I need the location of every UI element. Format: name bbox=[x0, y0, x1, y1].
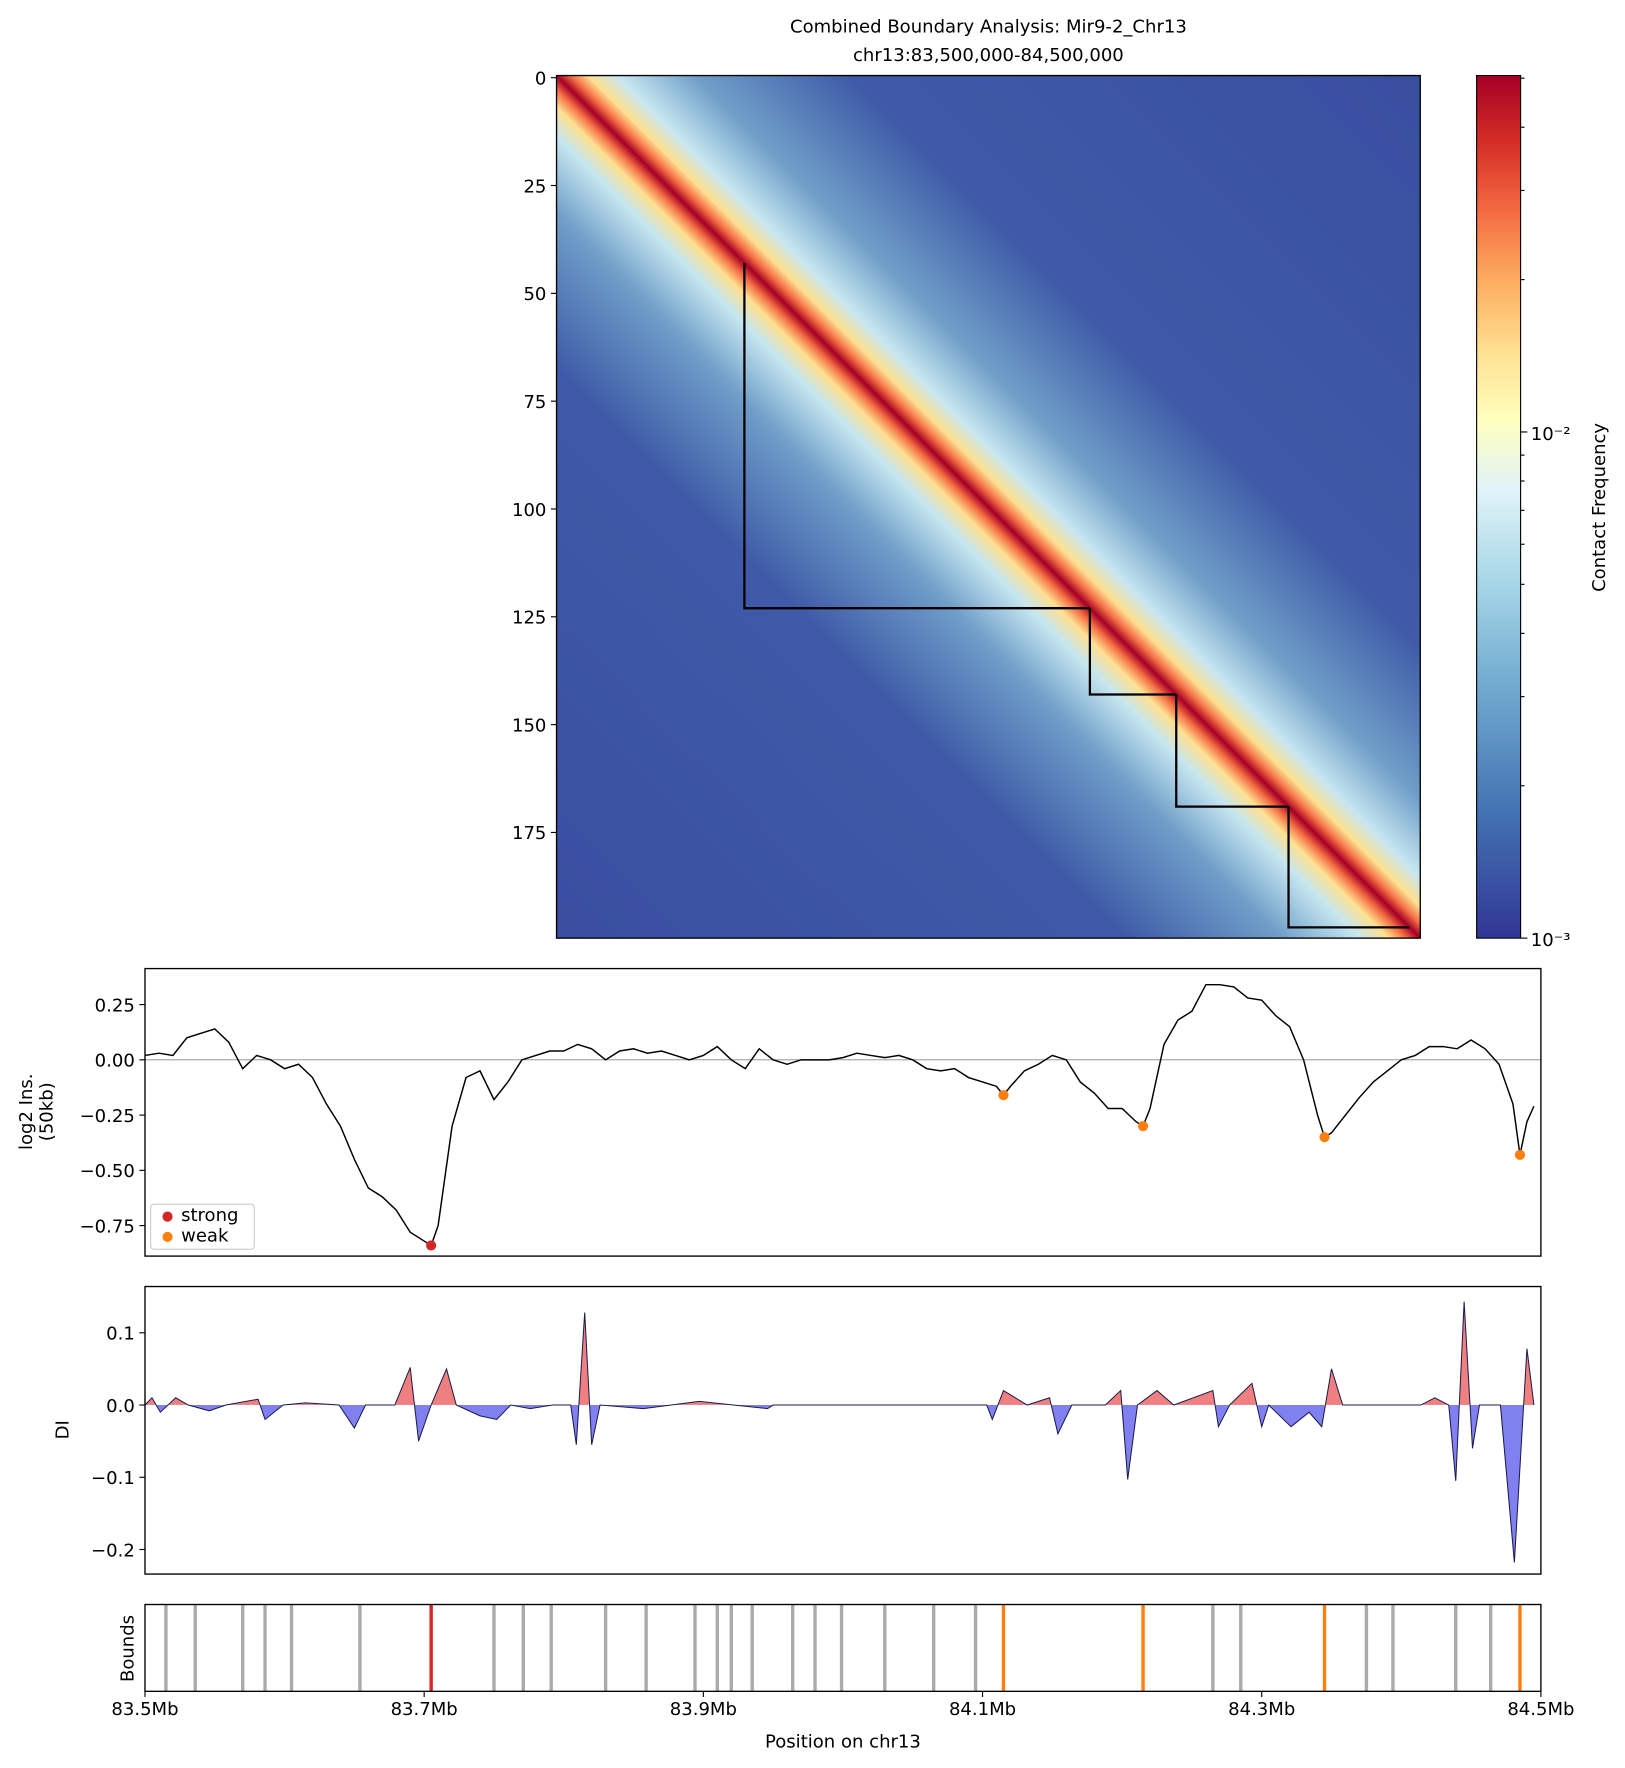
y-tick-label: 0.00 bbox=[95, 1051, 135, 1072]
y-axis-label: DI bbox=[52, 1420, 73, 1439]
boundary-marker bbox=[1319, 1132, 1330, 1143]
domain-outline bbox=[1088, 608, 1177, 696]
y-tick-label: 50 bbox=[523, 284, 546, 305]
x-tick-label: 84.5Mb bbox=[1507, 1699, 1574, 1720]
di-positive-area bbox=[145, 1301, 1534, 1405]
y-tick-label: 0 bbox=[535, 68, 546, 89]
y-tick-label: −0.2 bbox=[91, 1540, 135, 1561]
y-axis-label: (50kb) bbox=[37, 1082, 58, 1141]
y-tick-label: 150 bbox=[512, 715, 546, 736]
y-tick-label: −0.25 bbox=[80, 1106, 135, 1127]
y-tick-label: 0.25 bbox=[95, 995, 135, 1016]
boundary-marker bbox=[1137, 1121, 1149, 1132]
y-tick-label: 100 bbox=[512, 500, 546, 521]
x-tick-label: 83.5Mb bbox=[111, 1699, 178, 1720]
colorbar-label: Contact Frequency bbox=[1589, 423, 1610, 592]
y-tick-label: 75 bbox=[523, 392, 546, 413]
heatmap-image bbox=[556, 75, 1421, 939]
domain-outline bbox=[1175, 694, 1289, 808]
plot-frame bbox=[144, 1285, 1542, 1575]
domain-outline bbox=[1287, 806, 1410, 929]
insulation-line bbox=[144, 983, 1535, 1247]
legend-label: strong bbox=[181, 1205, 238, 1226]
colorbar-tick-label: 10⁻² bbox=[1531, 424, 1571, 445]
x-axis-label: Position on chr13 bbox=[765, 1732, 921, 1753]
colorbar bbox=[1476, 75, 1521, 939]
y-tick-label: 0.0 bbox=[106, 1396, 135, 1417]
x-tick-label: 84.1Mb bbox=[949, 1699, 1016, 1720]
y-axis-label: log2 Ins. bbox=[16, 1073, 37, 1150]
plot-frame bbox=[555, 74, 1421, 939]
legend-swatch bbox=[162, 1231, 173, 1242]
di-negative-area bbox=[144, 1404, 1534, 1563]
boundary-marker bbox=[998, 1090, 1009, 1101]
chart-title: Combined Boundary Analysis: Mir9-2_Chr13 bbox=[790, 17, 1187, 38]
legend-swatch bbox=[162, 1211, 173, 1222]
plot-frame bbox=[144, 967, 1542, 1257]
boundary-marker bbox=[426, 1240, 437, 1251]
plot-frame bbox=[144, 1603, 1542, 1693]
x-tick-label: 84.3Mb bbox=[1228, 1699, 1295, 1720]
chart-subtitle: chr13:83,500,000-84,500,000 bbox=[853, 45, 1124, 66]
boundary-marker bbox=[1514, 1149, 1526, 1160]
y-tick-label: −0.50 bbox=[80, 1161, 135, 1182]
colorbar-tick-label: 10⁻³ bbox=[1531, 930, 1571, 951]
y-tick-label: −0.1 bbox=[91, 1468, 135, 1489]
y-tick-label: 125 bbox=[512, 608, 546, 629]
colorbar-frame bbox=[1476, 74, 1522, 939]
y-tick-label: 175 bbox=[512, 823, 546, 844]
di-line bbox=[144, 1301, 1535, 1563]
y-tick-label: 25 bbox=[523, 176, 546, 197]
y-axis-label: Bounds bbox=[118, 1615, 139, 1682]
domain-outline bbox=[743, 263, 1090, 610]
legend-label: weak bbox=[181, 1225, 229, 1246]
legend-box bbox=[150, 1203, 255, 1250]
x-tick-label: 83.9Mb bbox=[670, 1699, 737, 1720]
x-tick-label: 83.7Mb bbox=[391, 1699, 458, 1720]
y-tick-label: −0.75 bbox=[80, 1216, 135, 1237]
y-tick-label: 0.1 bbox=[106, 1324, 135, 1345]
